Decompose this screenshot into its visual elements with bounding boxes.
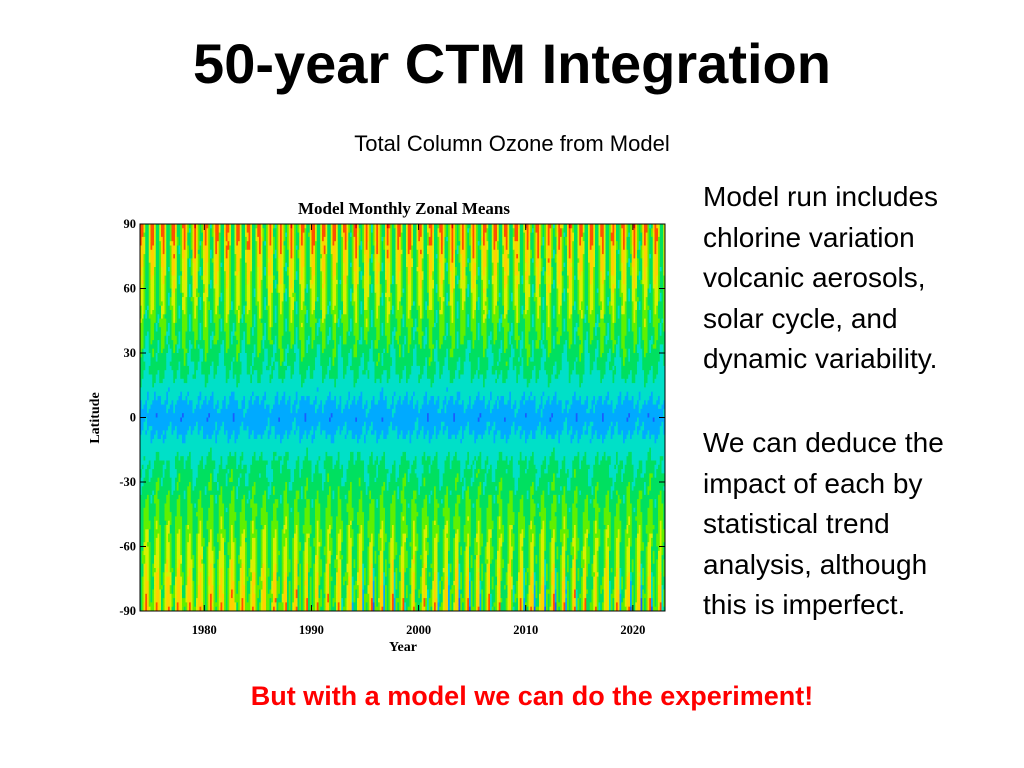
- heatmap-plot-area: [140, 224, 665, 611]
- slide-subtitle: Total Column Ozone from Model: [0, 131, 1024, 157]
- slide-title: 50-year CTM Integration: [0, 36, 1024, 92]
- ozone-heatmap-chart: Model Monthly Zonal Means 1980 1990 2000 20…: [75, 192, 675, 662]
- chart-title: Model Monthly Zonal Means: [298, 199, 510, 218]
